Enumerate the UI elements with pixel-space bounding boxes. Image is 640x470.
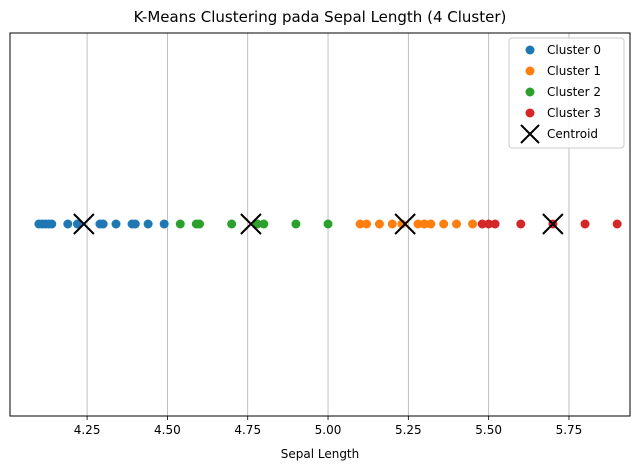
x-tick-label: 5.00: [315, 423, 342, 437]
legend-marker-centroid: [520, 124, 540, 144]
data-point-cluster-2: [259, 219, 269, 229]
x-tick-label: 4.50: [154, 423, 181, 437]
data-point-cluster-2: [175, 219, 185, 229]
legend-marker: [525, 66, 535, 76]
data-point-cluster-1: [419, 219, 429, 229]
x-tick-label: 5.25: [395, 423, 422, 437]
centroid-marker: [240, 213, 262, 235]
data-point-cluster-0: [98, 219, 108, 229]
data-point-cluster-1: [374, 219, 384, 229]
centroid-marker: [73, 213, 95, 235]
data-point-cluster-2: [195, 219, 205, 229]
chart-title: K-Means Clustering pada Sepal Length (4 …: [134, 8, 507, 26]
legend-marker: [525, 87, 535, 97]
centroid-marker: [394, 213, 416, 235]
x-tick-label: 5.50: [475, 423, 502, 437]
data-point-cluster-1: [426, 219, 436, 229]
data-point-cluster-0: [130, 219, 140, 229]
data-points: [34, 219, 622, 229]
legend: Cluster 0 Cluster 1 Cluster 2 Cluster 3 Cent…: [508, 37, 625, 149]
data-point-cluster-0: [159, 219, 169, 229]
data-point-cluster-2: [323, 219, 333, 229]
legend-marker: [525, 45, 535, 55]
data-point-cluster-0: [63, 219, 73, 229]
legend-label: Cluster 2: [547, 85, 601, 99]
x-tick-label: 4.75: [234, 423, 261, 437]
data-point-cluster-2: [227, 219, 237, 229]
legend-label: Cluster 1: [547, 64, 601, 78]
data-point-cluster-2: [252, 219, 262, 229]
x-tick-label: 4.25: [74, 423, 101, 437]
plot-frame: [9, 32, 631, 417]
data-point-cluster-3: [516, 219, 526, 229]
data-point-cluster-0: [47, 219, 57, 229]
legend-label: Centroid: [547, 127, 598, 141]
data-point-cluster-1: [413, 219, 423, 229]
centroid-marker: [542, 213, 564, 235]
x-axis-ticks: 4.25 4.50 4.75 5.00 5.25 5.50 5.75: [74, 416, 583, 437]
data-point-cluster-1: [468, 219, 478, 229]
legend-box: [508, 37, 625, 149]
x-tick-label: 5.75: [556, 423, 583, 437]
data-point-cluster-0: [143, 219, 153, 229]
data-point-cluster-1: [452, 219, 462, 229]
centroid-markers: [73, 213, 564, 235]
data-point-cluster-3: [490, 219, 500, 229]
data-point-cluster-3: [580, 219, 590, 229]
data-point-cluster-1: [439, 219, 449, 229]
data-point-cluster-0: [72, 219, 82, 229]
legend-marker: [525, 108, 535, 118]
data-point-cluster-3: [484, 219, 494, 229]
data-point-cluster-3: [612, 219, 622, 229]
data-point-cluster-3: [477, 219, 487, 229]
legend-label: Cluster 0: [547, 43, 601, 57]
data-point-cluster-2: [291, 219, 301, 229]
x-axis-label: Sepal Length: [281, 447, 360, 461]
data-point-cluster-1: [355, 219, 365, 229]
legend-label: Cluster 3: [547, 106, 601, 120]
data-point-cluster-1: [362, 219, 372, 229]
data-point-cluster-1: [387, 219, 397, 229]
data-point-cluster-0: [111, 219, 121, 229]
